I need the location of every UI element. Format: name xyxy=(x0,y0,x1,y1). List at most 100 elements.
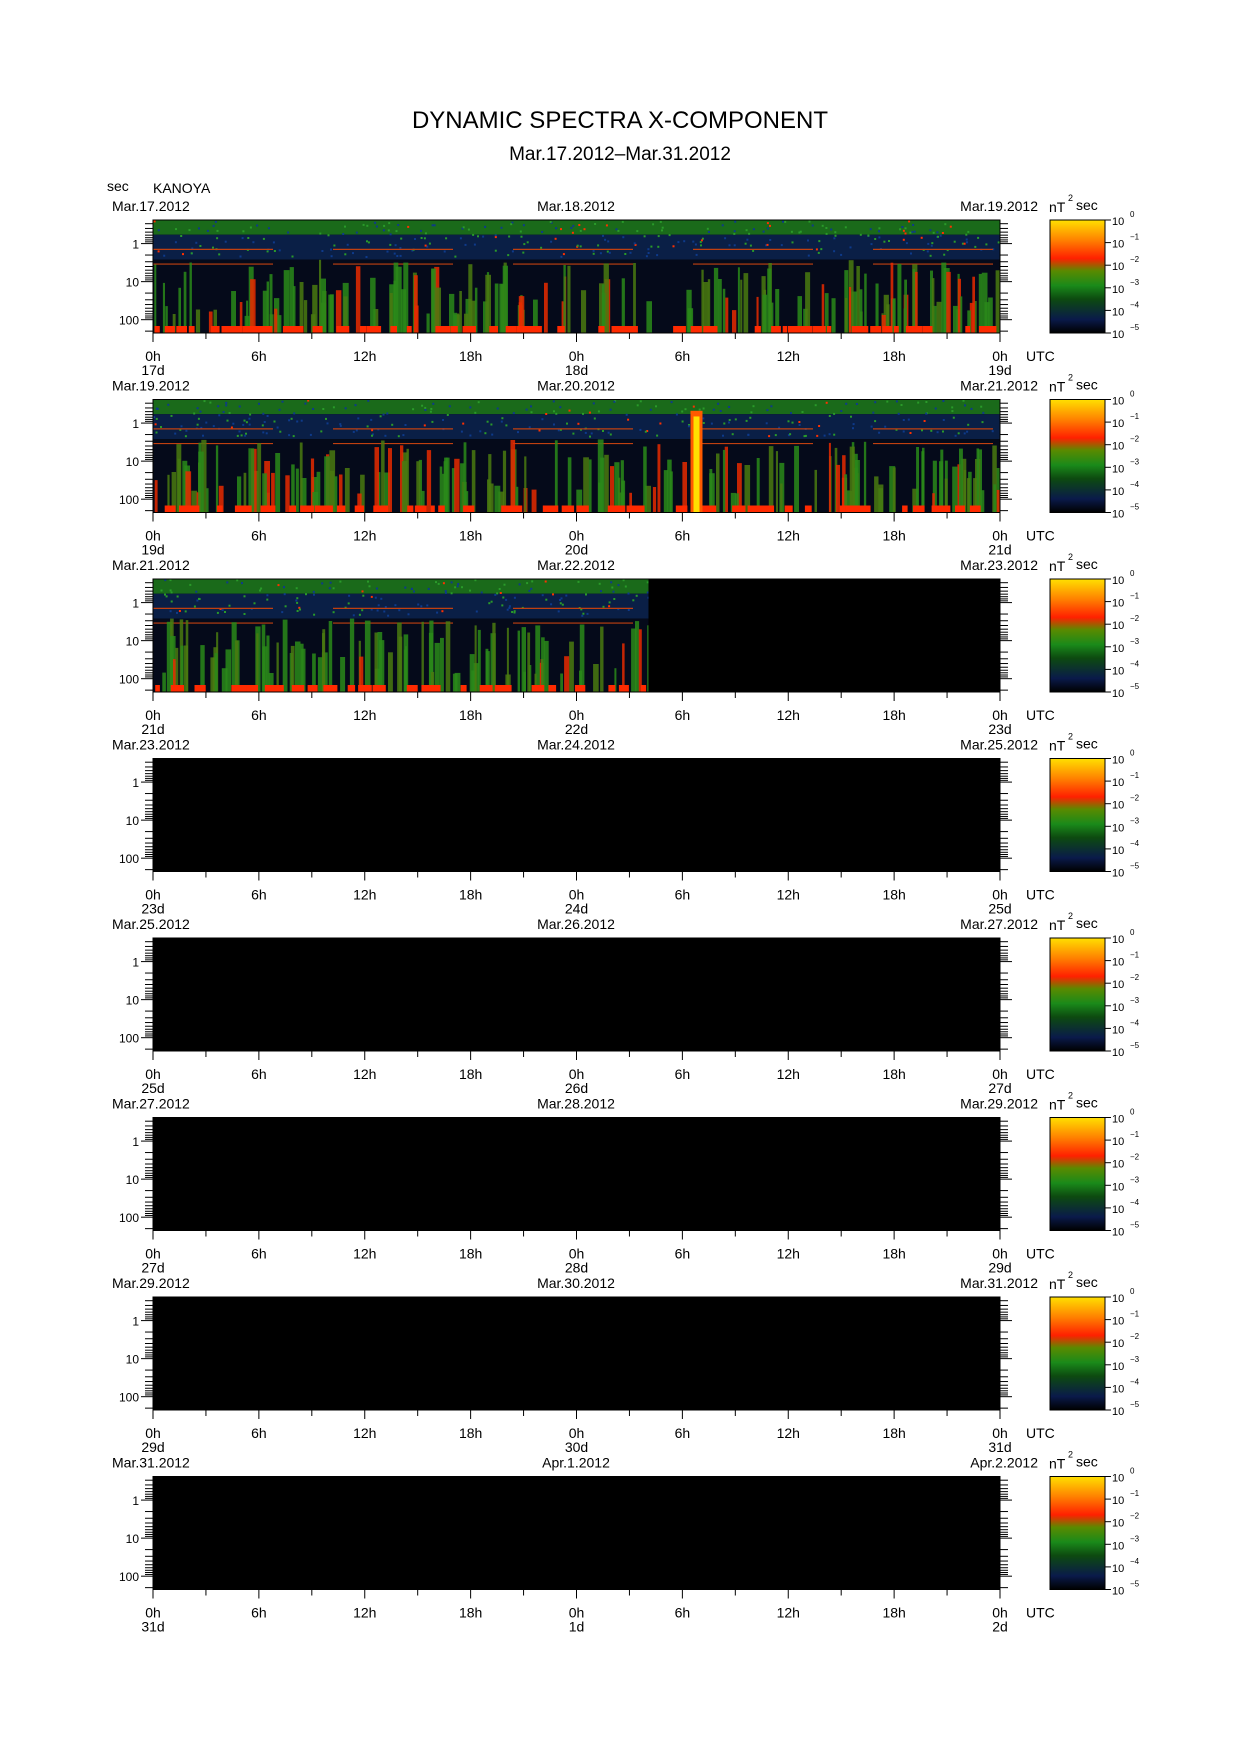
spectral-speckle xyxy=(965,238,968,241)
colorbar-tick-exp: −3 xyxy=(1130,1355,1140,1364)
spectral-speckle xyxy=(432,402,435,405)
spectral-hotspot xyxy=(194,685,206,692)
spectral-speckle xyxy=(849,246,852,249)
spectral-spike xyxy=(206,488,209,513)
spectral-speckle xyxy=(643,235,646,238)
spectral-speckle xyxy=(456,585,459,588)
spectral-speckle xyxy=(355,429,358,432)
x-tick-label: 6h xyxy=(675,528,691,544)
panel-mid-date: Mar.24.2012 xyxy=(537,737,615,753)
spectral-hotspot xyxy=(557,326,565,333)
x-tick-label: 6h xyxy=(251,707,267,723)
colorbar-tick-base: 10 xyxy=(1112,1540,1124,1552)
spectral-speckle xyxy=(608,605,611,608)
utc-label: UTC xyxy=(1026,1425,1055,1441)
spectral-speckle xyxy=(878,236,881,239)
spectral-speckle xyxy=(411,587,413,590)
spectral-spike xyxy=(564,656,570,692)
spectral-speckle xyxy=(878,227,881,230)
spectral-spike xyxy=(713,267,719,333)
day-label: 22d xyxy=(565,721,588,737)
x-tick-label: 6h xyxy=(675,887,691,903)
y-tick-label: 100 xyxy=(119,852,139,866)
spectral-speckle xyxy=(967,230,970,233)
spectral-speckle xyxy=(319,232,322,235)
spectral-speckle xyxy=(443,250,446,253)
spectral-speckle xyxy=(683,240,686,243)
spectral-spike xyxy=(966,478,970,513)
spectral-spike xyxy=(652,487,657,513)
spectral-speckle xyxy=(823,434,826,437)
x-tick-label: 6h xyxy=(251,1246,267,1262)
colorbar-tick-exp: −1 xyxy=(1130,233,1140,242)
spectral-hotspot xyxy=(965,326,970,333)
colorbar-tick-exp: −2 xyxy=(1130,973,1140,982)
spectral-hotspot xyxy=(262,505,276,513)
spectrogram-panel: Mar.29.2012 Mar.30.2012 Mar.31.20121101000… xyxy=(112,1270,1140,1455)
spectral-speckle xyxy=(852,427,854,430)
spectral-speckle xyxy=(176,611,178,614)
spectral-spike xyxy=(474,287,478,333)
spectral-spike xyxy=(737,267,740,333)
spectral-speckle xyxy=(681,420,684,423)
spectral-spike xyxy=(453,312,458,333)
spectral-speckle xyxy=(530,587,533,590)
spectral-hotspot xyxy=(216,505,223,513)
spectral-speckle xyxy=(555,412,558,415)
spectral-speckle xyxy=(377,604,380,607)
spectral-spike xyxy=(744,465,751,513)
spectral-speckle xyxy=(613,400,616,403)
colorbar-tick-exp: 0 xyxy=(1130,749,1135,758)
spectral-speckle xyxy=(506,608,509,611)
spectral-speckle xyxy=(248,417,251,420)
spectral-spike xyxy=(722,288,726,333)
colorbar-tick-exp: −2 xyxy=(1130,1512,1140,1521)
spectral-spike xyxy=(974,301,977,333)
spectral-speckle xyxy=(606,250,609,253)
spectral-hotspot xyxy=(479,685,493,692)
spectral-spike xyxy=(600,626,604,692)
spectral-speckle xyxy=(379,415,382,418)
colorbar-unit-base: nT xyxy=(1049,1276,1066,1292)
spectral-speckle xyxy=(917,401,920,404)
spectral-speckle xyxy=(765,244,768,247)
x-tick-label: 0h xyxy=(992,1425,1008,1441)
spectral-spike xyxy=(959,448,963,513)
x-tick-label: 18h xyxy=(882,1605,905,1621)
spectral-hotspot xyxy=(463,505,475,513)
day-label: 25d xyxy=(141,1080,164,1096)
spectral-speckle xyxy=(565,594,568,597)
spectral-speckle xyxy=(330,248,332,251)
spectral-speckle xyxy=(588,411,591,414)
spectral-speckle xyxy=(488,602,491,605)
spectral-speckle xyxy=(498,588,501,590)
spectral-spike xyxy=(932,460,937,513)
spectral-speckle xyxy=(503,583,506,586)
x-tick-label: 0h xyxy=(992,528,1008,544)
spectral-speckle xyxy=(895,400,898,403)
colorbar-unit-exp: 2 xyxy=(1068,373,1073,383)
band-short-period xyxy=(153,220,1000,235)
day-label: 21d xyxy=(141,721,164,737)
spectral-hotspot xyxy=(567,505,573,513)
spectral-spike xyxy=(360,474,365,513)
spectral-speckle xyxy=(413,590,415,593)
spectral-speckle xyxy=(997,241,1000,244)
spectral-speckle xyxy=(808,220,811,223)
spectral-speckle xyxy=(348,594,351,597)
day-label: 23d xyxy=(141,901,164,917)
spectral-spike xyxy=(210,657,215,692)
spectral-speckle xyxy=(927,242,930,245)
spectral-speckle xyxy=(292,435,295,438)
spectral-hotspot xyxy=(851,326,861,333)
spectral-spike xyxy=(981,272,988,333)
spectral-speckle xyxy=(396,255,399,257)
spectral-speckle xyxy=(222,411,225,414)
colorbar-tick-exp: −1 xyxy=(1130,1130,1140,1139)
spectral-spike xyxy=(200,645,205,692)
colorbar-tick-base: 10 xyxy=(1112,800,1124,812)
spectral-spike xyxy=(328,621,333,692)
spectral-spike xyxy=(663,470,668,513)
spectral-speckle xyxy=(941,232,944,234)
spectral-speckle xyxy=(278,249,281,252)
